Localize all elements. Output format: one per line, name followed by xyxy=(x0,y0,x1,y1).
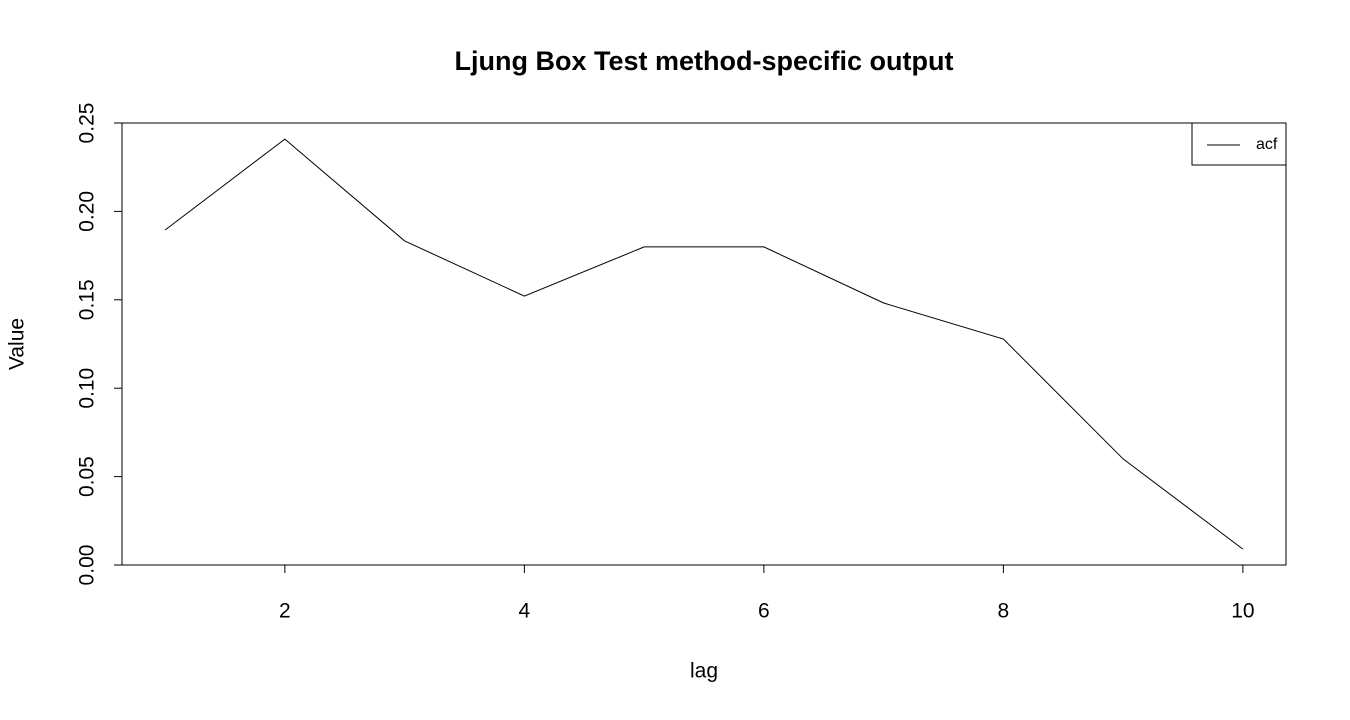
y-axis-label: Value xyxy=(6,318,29,370)
x-tick-label: 6 xyxy=(758,600,770,623)
x-tick-label: 10 xyxy=(1231,600,1254,623)
legend-box xyxy=(1191,122,1287,166)
chart-title: Ljung Box Test method-specific output xyxy=(455,46,954,76)
y-tick-label: 0.05 xyxy=(76,456,99,497)
y-tick-label: 0.20 xyxy=(76,191,99,232)
legend-label: acf xyxy=(1256,136,1278,153)
x-tick-label: 4 xyxy=(519,600,531,623)
data-line xyxy=(164,138,1244,550)
x-axis-label: lag xyxy=(690,660,718,683)
y-tick-label: 0.25 xyxy=(76,103,99,144)
plot-frame xyxy=(121,122,1287,566)
y-tick-label: 0.15 xyxy=(76,279,99,320)
x-tick-label: 2 xyxy=(279,600,291,623)
y-tick-label: 0.10 xyxy=(76,368,99,409)
x-tick-label: 8 xyxy=(998,600,1010,623)
y-tick-label: 0.00 xyxy=(76,545,99,586)
